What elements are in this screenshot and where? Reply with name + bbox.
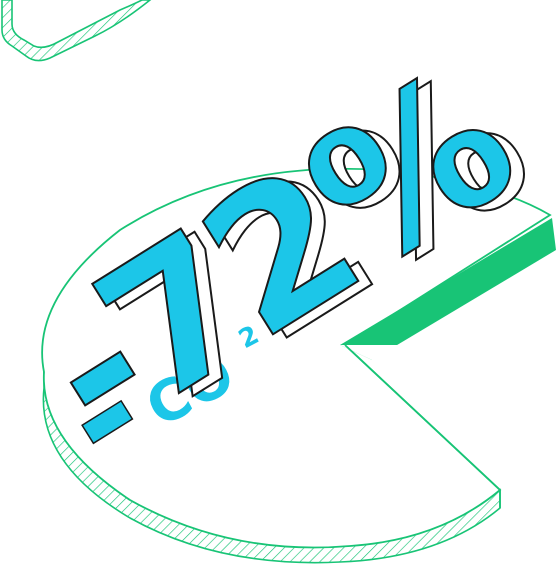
pie-slice-small-top [340, 218, 556, 360]
card-fragment [1, 0, 152, 62]
pie-slice-large [41, 167, 552, 549]
pie-chart [41, 167, 556, 564]
pie-slice-small-face [340, 345, 556, 372]
